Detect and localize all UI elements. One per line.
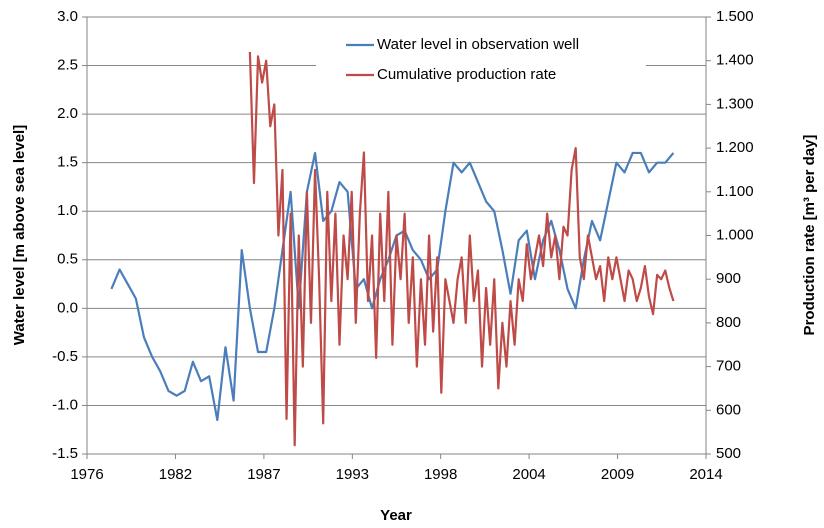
y2-tick-label: 1.500 <box>716 8 754 25</box>
y-tick-label: 0.5 <box>57 251 78 268</box>
y-tick-label: 2.5 <box>57 57 78 74</box>
y2-tick-label: 600 <box>716 401 741 418</box>
y-axis-title: Water level [m above sea level] <box>11 125 28 345</box>
x-tick-label: 2014 <box>689 466 722 483</box>
y-tick-label: 3.0 <box>57 8 78 25</box>
y2-tick-label: 800 <box>716 314 741 331</box>
y-tick-label: 1.5 <box>57 154 78 171</box>
y-tick-label: -1.0 <box>52 396 78 413</box>
y2-tick-label: 500 <box>716 445 741 462</box>
y-tick-label: -0.5 <box>52 348 78 365</box>
legend-label: Water level in observation well <box>377 36 579 53</box>
x-tick-label: 1982 <box>159 466 192 483</box>
y-tick-label: 0.0 <box>57 299 78 316</box>
legend-label: Cumulative production rate <box>377 66 556 83</box>
y2-axis-title: Production rate [m³ per day] <box>801 135 818 336</box>
x-tick-label: 2004 <box>512 466 545 483</box>
x-tick-label: 2009 <box>601 466 634 483</box>
y2-tick-label: 1.100 <box>716 183 754 200</box>
x-tick-label: 1993 <box>336 466 369 483</box>
x-tick-label: 1976 <box>70 466 103 483</box>
x-tick-label: 1998 <box>424 466 457 483</box>
y2-tick-label: 1.200 <box>716 139 754 156</box>
y2-tick-label: 700 <box>716 358 741 375</box>
y2-tick-label: 1.300 <box>716 95 754 112</box>
data-line <box>110 151 675 422</box>
legend-box <box>316 30 646 92</box>
y2-tick-label: 900 <box>716 270 741 287</box>
y-tick-label: -1.5 <box>52 445 78 462</box>
x-tick-label: 1987 <box>247 466 280 483</box>
y-tick-label: 1.0 <box>57 202 78 219</box>
data-line <box>248 51 675 447</box>
y2-tick-label: 1.400 <box>716 52 754 69</box>
y-tick-label: 2.0 <box>57 105 78 122</box>
y2-tick-label: 1.000 <box>716 226 754 243</box>
x-axis-title: Year <box>380 507 412 524</box>
